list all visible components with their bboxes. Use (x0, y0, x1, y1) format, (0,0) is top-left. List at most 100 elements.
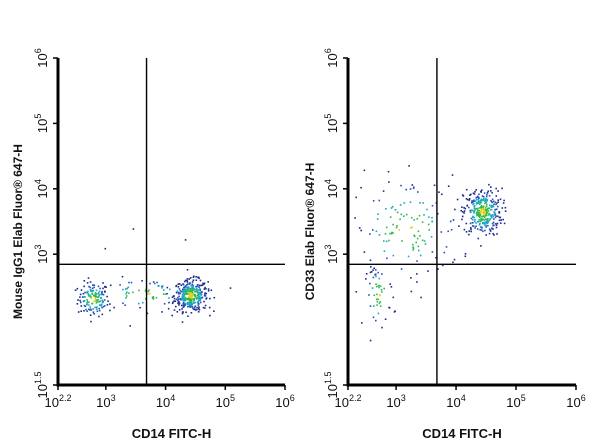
event-dot (191, 288, 193, 291)
event-dot (395, 226, 398, 229)
event-dot (207, 281, 209, 283)
event-dot (398, 229, 401, 231)
event-dot (83, 280, 86, 282)
event-dot (487, 221, 489, 224)
event-dot (392, 232, 394, 234)
event-dot (461, 218, 463, 221)
event-dot (481, 215, 483, 218)
event-dot (83, 310, 85, 312)
event-dot (488, 219, 491, 221)
event-dot (86, 282, 89, 284)
event-dot (128, 292, 130, 294)
event-dot (89, 308, 92, 310)
event-dot (200, 291, 203, 294)
event-dot (482, 218, 484, 220)
event-dot (468, 198, 471, 200)
event-dot (196, 291, 199, 294)
event-dot (464, 255, 467, 258)
event-dot (191, 281, 194, 283)
event-dot (102, 282, 104, 284)
event-dot (476, 203, 478, 205)
event-dot (396, 211, 399, 214)
event-dot (485, 214, 487, 216)
event-dot (416, 260, 418, 262)
event-dot (471, 201, 474, 204)
event-dot (77, 311, 80, 313)
event-dot (412, 187, 415, 190)
event-dot (178, 295, 180, 298)
event-dot (187, 289, 190, 291)
event-dot (168, 301, 170, 304)
event-dot (196, 294, 199, 297)
event-dot (378, 286, 380, 289)
event-dot (492, 224, 494, 227)
event-dot (475, 189, 477, 191)
event-dot (152, 296, 154, 298)
event-dot (181, 290, 184, 292)
event-dot (88, 285, 90, 288)
event-dot (198, 293, 201, 295)
event-dot (193, 302, 195, 304)
event-dot (431, 204, 434, 207)
event-dot (469, 194, 471, 196)
event-dot (486, 220, 488, 223)
event-dot (485, 210, 488, 213)
event-dot (183, 302, 185, 304)
event-dot (489, 218, 492, 220)
event-dot (495, 215, 498, 217)
event-dot (492, 215, 494, 218)
event-dot (98, 315, 100, 318)
event-dot (489, 215, 492, 217)
event-dot (470, 193, 472, 196)
event-dot (210, 289, 213, 292)
event-dot (465, 188, 468, 191)
event-dot (476, 214, 478, 217)
event-dot (479, 216, 481, 218)
event-dot (470, 230, 472, 233)
event-dot (410, 290, 413, 293)
event-dot (503, 199, 505, 202)
event-dot (187, 315, 189, 317)
event-dot (473, 207, 476, 210)
event-dot (376, 293, 378, 296)
event-dot (379, 285, 382, 287)
event-dot (473, 193, 476, 195)
event-dot (491, 201, 493, 204)
event-dot (89, 309, 91, 311)
event-dot (91, 289, 93, 292)
event-dot (483, 222, 486, 224)
event-dot (87, 304, 90, 306)
x-tick-label: 105 (216, 393, 235, 410)
event-dot (91, 290, 94, 293)
event-dot (381, 273, 383, 275)
x-tick-label: 104 (156, 393, 175, 410)
event-dot (472, 203, 474, 206)
event-dot (183, 305, 185, 308)
event-dot (199, 279, 202, 282)
event-dot (474, 200, 477, 202)
event-dot (400, 268, 403, 270)
event-dot (189, 288, 192, 291)
event-dot (484, 211, 486, 213)
event-dot (360, 229, 362, 232)
event-dot (381, 326, 383, 329)
event-dot (138, 302, 140, 305)
event-dot (186, 278, 189, 280)
event-dot (84, 296, 86, 298)
event-dot (186, 284, 188, 286)
event-dot (418, 249, 420, 252)
event-dot (502, 202, 505, 204)
event-dot (147, 293, 149, 295)
event-dot (86, 301, 88, 304)
event-dot (142, 301, 144, 304)
event-dot (494, 216, 497, 219)
event-dot (484, 202, 486, 205)
event-dot (198, 286, 200, 288)
event-dot (191, 283, 193, 286)
event-dot (392, 223, 394, 226)
event-dot (468, 206, 470, 209)
event-dot (199, 298, 202, 301)
event-dot (365, 273, 368, 275)
event-dot (484, 218, 487, 221)
event-dot (372, 276, 375, 279)
